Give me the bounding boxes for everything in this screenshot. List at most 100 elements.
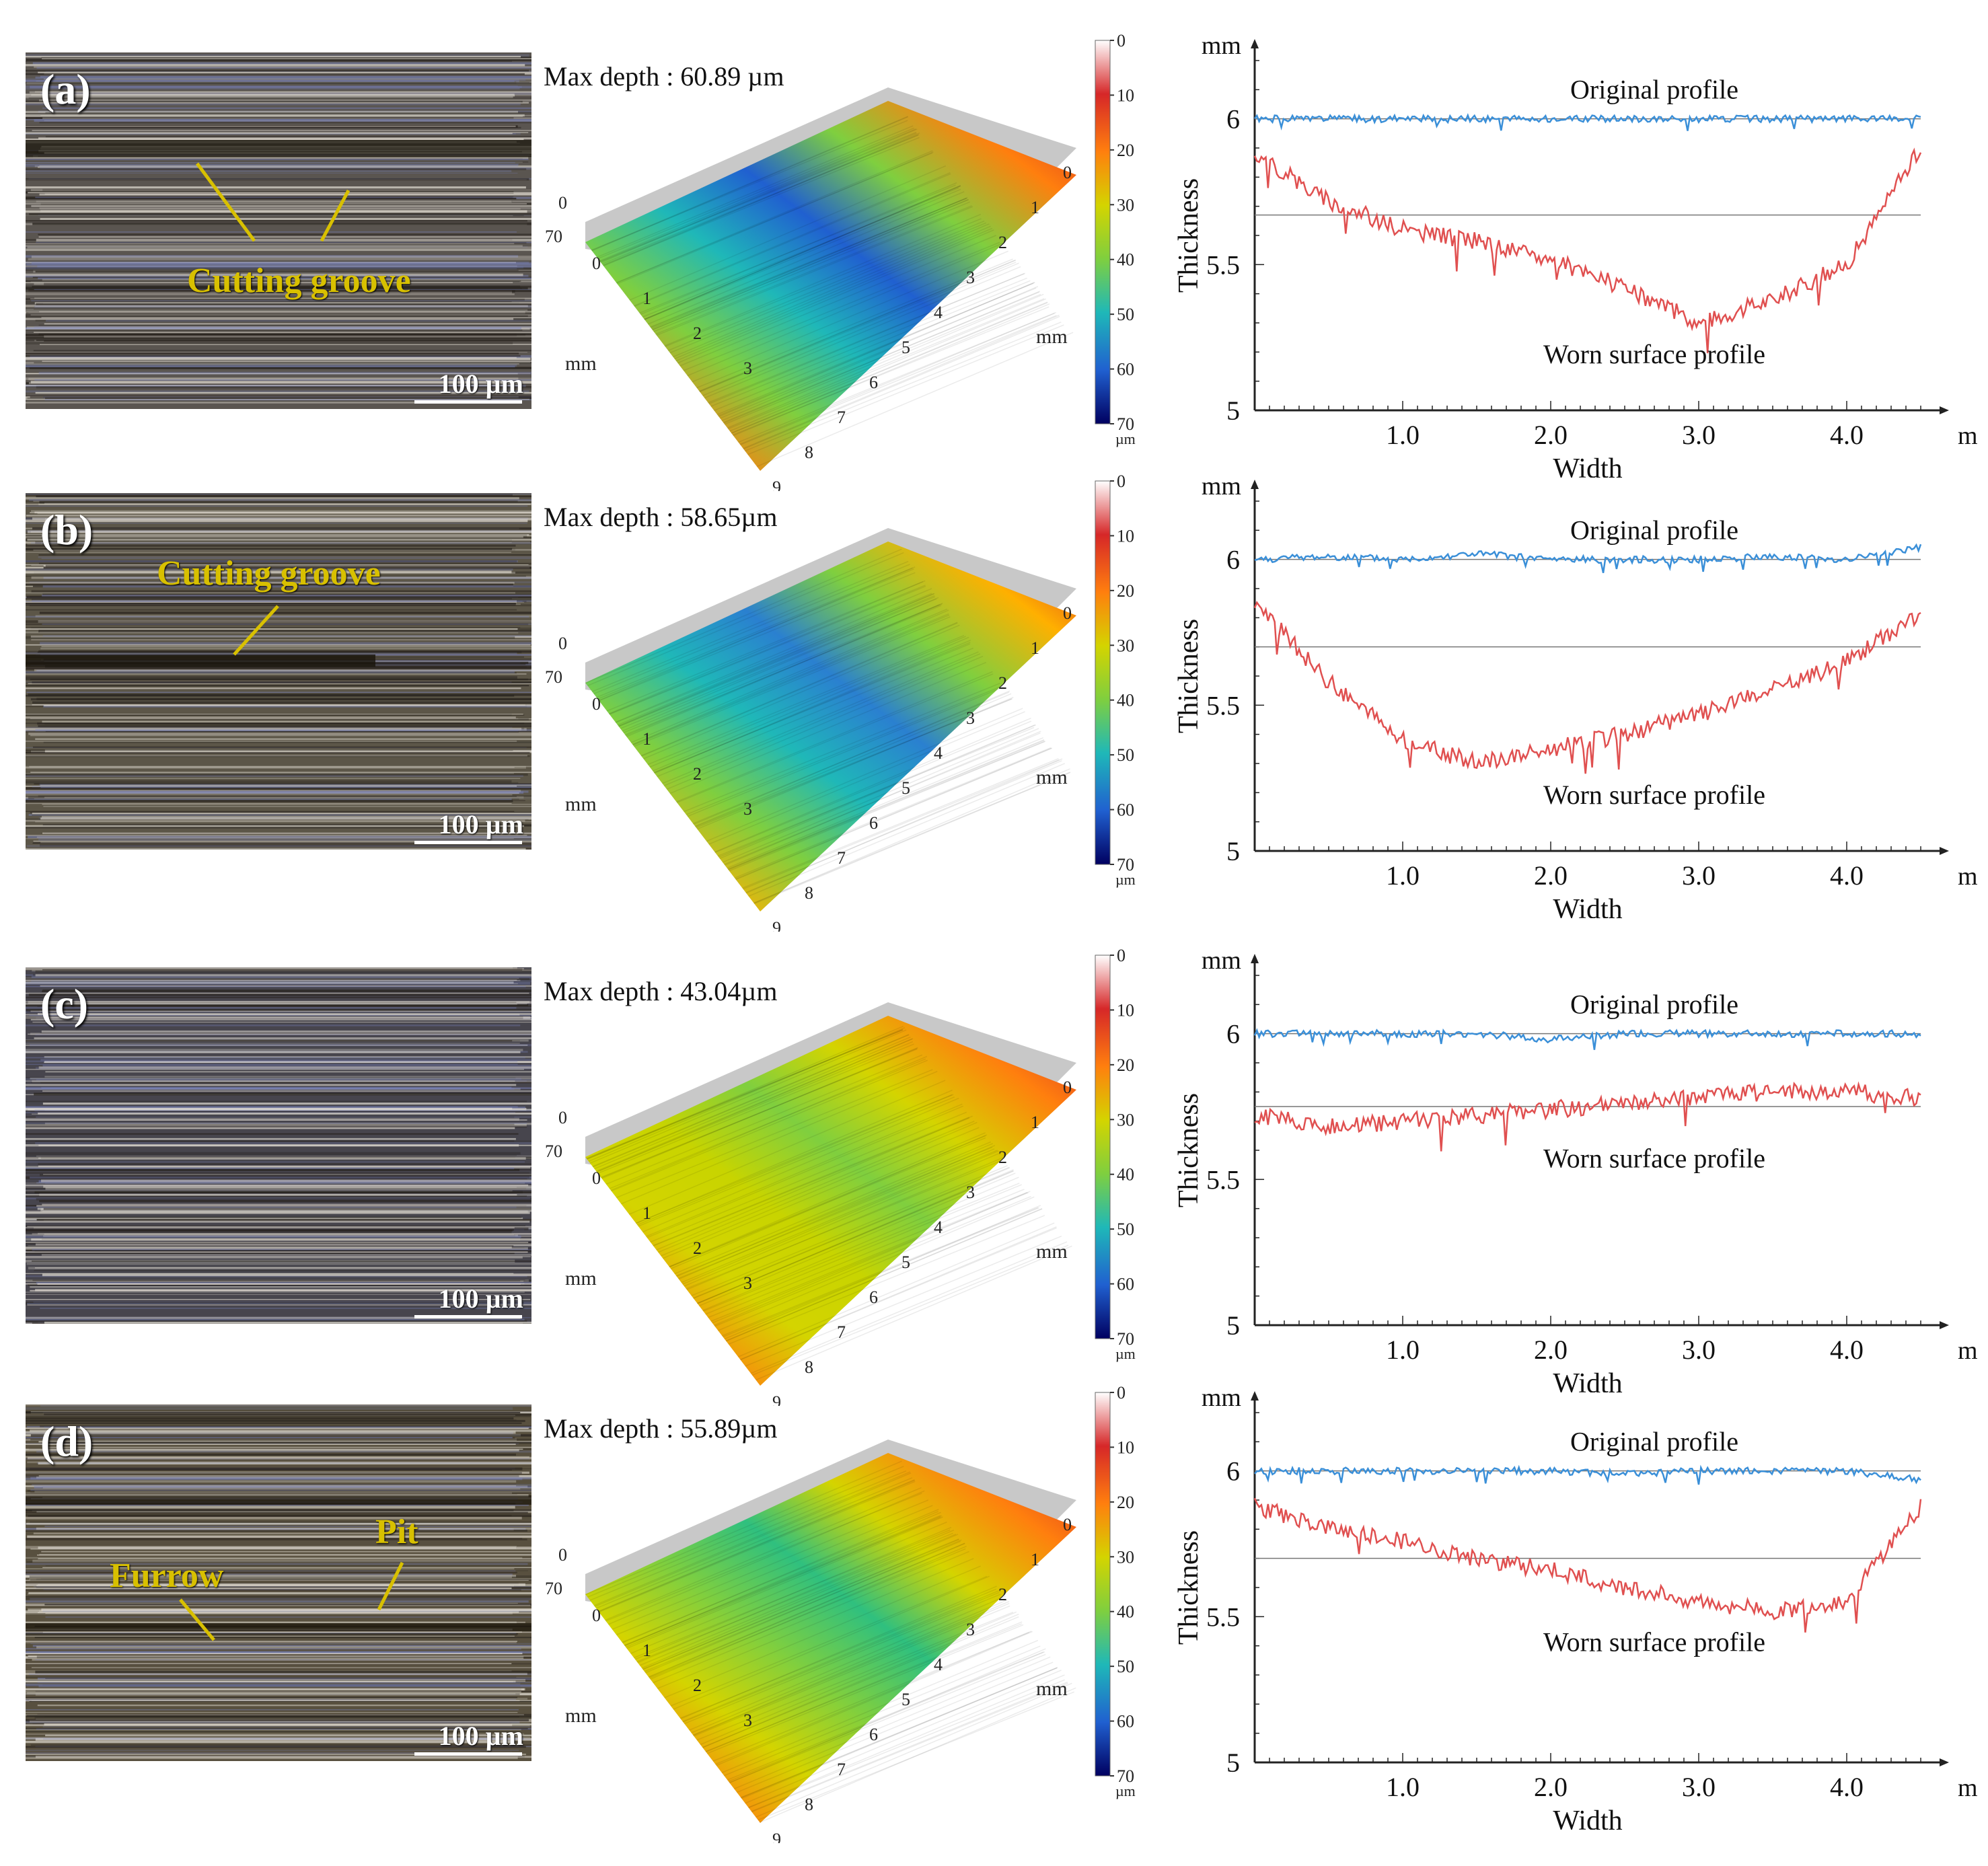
x-axis-label: Width bbox=[1553, 1805, 1622, 1830]
y-tick-label: 6 bbox=[1226, 104, 1240, 135]
x-tick-label: 4.0 bbox=[1830, 1335, 1864, 1365]
y-unit: mm bbox=[1202, 948, 1241, 975]
colorbar-tick: 20 bbox=[1117, 1055, 1134, 1075]
y-tick-label: 5.5 bbox=[1206, 1164, 1240, 1195]
surface-axis-unit: mm bbox=[1036, 1678, 1068, 1700]
y-tick-label: 5 bbox=[1226, 1748, 1240, 1778]
colorbar-tick: 30 bbox=[1117, 195, 1134, 215]
surface-width-tick: 3 bbox=[743, 1273, 752, 1293]
surface-length-tick: 2 bbox=[998, 233, 1007, 252]
y-axis-label: Thickness bbox=[1173, 1530, 1204, 1645]
micrograph-image: (a) 100 µm Cutting groove bbox=[26, 52, 531, 409]
surface-axis-unit: mm bbox=[565, 1705, 597, 1727]
surface-length-tick: 6 bbox=[869, 1287, 878, 1307]
colorbar-tick: 0 bbox=[1117, 948, 1126, 965]
surface-length-tick: 6 bbox=[869, 813, 878, 833]
worn-profile-line bbox=[1253, 601, 1921, 774]
surface-length-tick: 3 bbox=[966, 1620, 975, 1639]
y-tick-label: 5 bbox=[1226, 1310, 1240, 1341]
surface-length-tick: 3 bbox=[966, 268, 975, 287]
x-unit: mm bbox=[1958, 1774, 1978, 1802]
surface-depth-tick: 0 bbox=[558, 193, 567, 213]
colorbar-tick: 50 bbox=[1117, 1220, 1134, 1239]
thickness-profile-chart: 1.02.03.04.055.56mmmmWidthThicknessOrigi… bbox=[1157, 472, 1988, 925]
micrograph-annotation: Pit bbox=[375, 1513, 418, 1551]
colorbar-tick: 40 bbox=[1117, 1165, 1134, 1185]
x-tick-label: 4.0 bbox=[1830, 1772, 1864, 1802]
surface-width-tick: 1 bbox=[642, 1203, 651, 1223]
colorbar-tick: 0 bbox=[1117, 474, 1126, 491]
x-tick-label: 1.0 bbox=[1386, 420, 1420, 450]
surface-width-tick: 2 bbox=[693, 324, 702, 343]
surface-length-tick: 5 bbox=[901, 1690, 910, 1709]
surface-axis-unit: mm bbox=[565, 1267, 597, 1290]
colorbar-unit: µm bbox=[1115, 1345, 1136, 1362]
surface-length-tick: 5 bbox=[901, 1253, 910, 1272]
surface-depth-tick: 0 bbox=[558, 1108, 567, 1127]
original-profile-label: Original profile bbox=[1570, 75, 1738, 105]
surface-length-tick: 2 bbox=[998, 673, 1007, 693]
surface-width-tick: 2 bbox=[693, 1238, 702, 1258]
depth-colorbar: 0 10 20 30 40 50 60 70 µm bbox=[1090, 1383, 1144, 1806]
original-profile-line bbox=[1254, 113, 1921, 131]
max-depth-label: Max depth : 58.65µm bbox=[544, 502, 778, 532]
surface-3d-plot: 0 1 2 3 4 5 6 7 8 9 mm 0 1 2 3 mm 0 70 bbox=[538, 989, 1090, 1412]
colorbar-tick: 10 bbox=[1117, 85, 1134, 105]
surface-width-tick: 2 bbox=[693, 764, 702, 784]
colorbar-tick: 60 bbox=[1117, 1275, 1134, 1294]
colorbar-tick: 50 bbox=[1117, 1657, 1134, 1676]
scale-bar-label: 100 µm bbox=[438, 1721, 523, 1751]
surface-mesh bbox=[585, 542, 1076, 911]
x-tick-label: 2.0 bbox=[1534, 420, 1568, 450]
surface-length-tick: 1 bbox=[1031, 1113, 1039, 1132]
surface-length-tick: 8 bbox=[805, 1357, 813, 1377]
colorbar-tick: 0 bbox=[1117, 1386, 1126, 1403]
scale-bar bbox=[414, 1315, 522, 1318]
surface-depth-tick: 70 bbox=[545, 227, 562, 246]
surface-depth-tick: 70 bbox=[545, 667, 562, 687]
original-profile-label: Original profile bbox=[1570, 990, 1738, 1020]
x-tick-label: 4.0 bbox=[1830, 420, 1864, 450]
micrograph-annotation: Furrow bbox=[110, 1557, 224, 1595]
panel-row: (c) 100 µm Max depth : 43.04µm 0 1 2 3 4 5 6 7 8 9 mm… bbox=[0, 946, 1988, 1412]
surface-depth-tick: 70 bbox=[545, 1142, 562, 1161]
panel-row: (b) 100 µm Cutting groove Max depth : 58.65… bbox=[0, 472, 1988, 938]
surface-axis-unit: mm bbox=[1036, 766, 1068, 788]
colorbar-tick: 70 bbox=[1117, 855, 1134, 874]
surface-width-tick: 0 bbox=[592, 254, 601, 273]
scale-bar-label: 100 µm bbox=[438, 369, 523, 399]
x-tick-label: 1.0 bbox=[1386, 860, 1420, 891]
original-profile-line bbox=[1253, 1028, 1921, 1050]
colorbar-unit: µm bbox=[1115, 871, 1136, 888]
surface-3d-plot: 0 1 2 3 4 5 6 7 8 9 mm 0 1 2 3 mm 0 70 bbox=[538, 74, 1090, 497]
depth-colorbar: 0 10 20 30 40 50 60 70 µm bbox=[1090, 31, 1144, 454]
surface-3d-plot: 0 1 2 3 4 5 6 7 8 9 mm 0 1 2 3 mm 0 70 bbox=[538, 515, 1090, 938]
colorbar-tick: 50 bbox=[1117, 305, 1134, 324]
colorbar-tick: 0 bbox=[1117, 34, 1126, 50]
surface-length-tick: 1 bbox=[1031, 198, 1039, 217]
surface-length-tick: 6 bbox=[869, 373, 878, 392]
surface-width-tick: 0 bbox=[592, 694, 601, 714]
surface-length-tick: 5 bbox=[901, 778, 910, 798]
y-tick-label: 5 bbox=[1226, 836, 1240, 866]
surface-mesh bbox=[585, 1453, 1076, 1823]
surface-length-tick: 8 bbox=[805, 883, 813, 903]
worn-profile-line bbox=[1253, 1497, 1922, 1633]
colorbar-tick: 20 bbox=[1117, 1493, 1134, 1512]
worn-profile-line bbox=[1253, 147, 1922, 354]
surface-length-tick: 4 bbox=[934, 303, 943, 322]
depth-colorbar: 0 10 20 30 40 50 60 70 µm bbox=[1090, 946, 1144, 1369]
y-tick-label: 5.5 bbox=[1206, 690, 1240, 720]
x-tick-label: 3.0 bbox=[1682, 1772, 1716, 1802]
colorbar-tick: 20 bbox=[1117, 141, 1134, 160]
panel-row: (d) 100 µm Furrow Pit Max depth : 55.89µm 0 1 2… bbox=[0, 1383, 1988, 1849]
original-profile-label: Original profile bbox=[1570, 515, 1738, 546]
worn-profile-label: Worn surface profile bbox=[1543, 339, 1765, 369]
surface-length-tick: 0 bbox=[1063, 163, 1072, 182]
surface-width-tick: 1 bbox=[642, 729, 651, 749]
surface-axis-unit: mm bbox=[565, 793, 597, 815]
scale-bar-label: 100 µm bbox=[438, 809, 523, 839]
x-unit: mm bbox=[1958, 862, 1978, 891]
thickness-profile-chart: 1.02.03.04.055.56mmmmWidthThicknessOrigi… bbox=[1157, 946, 1988, 1399]
surface-length-tick: 7 bbox=[837, 408, 846, 427]
